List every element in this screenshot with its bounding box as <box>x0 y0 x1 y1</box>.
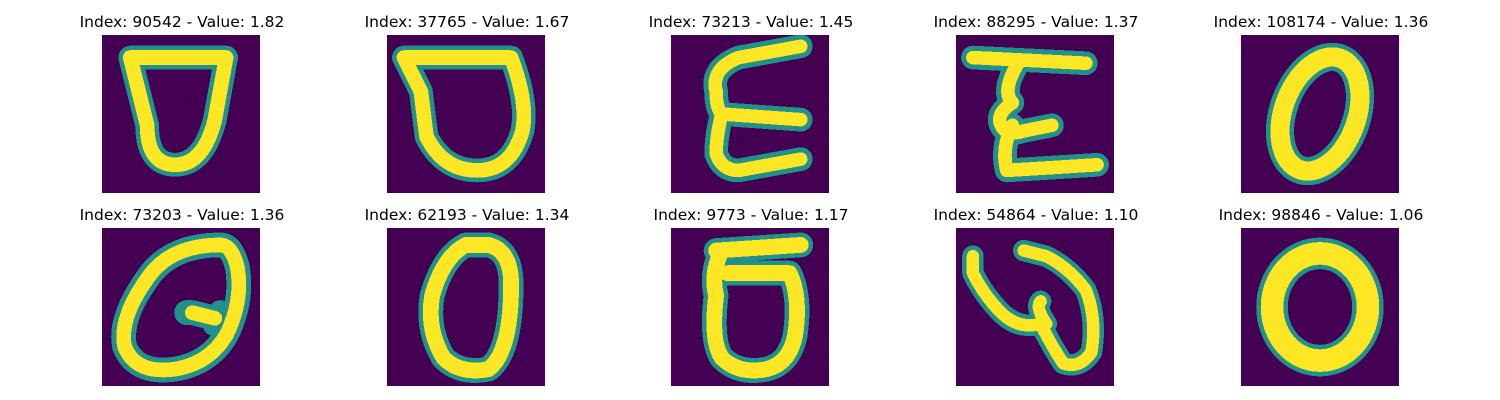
digit-image <box>956 228 1114 386</box>
digit-image <box>102 35 260 193</box>
tile-title: Index: 88295 - Value: 1.37 <box>933 13 1139 31</box>
digit-image <box>387 228 545 386</box>
tile-title: Index: 62193 - Value: 1.34 <box>364 206 570 224</box>
tile-title: Index: 73203 - Value: 1.36 <box>79 206 285 224</box>
tile-title: Index: 90542 - Value: 1.82 <box>79 13 285 31</box>
digit-image <box>956 35 1114 193</box>
digit-image <box>1241 228 1399 386</box>
digit-image <box>102 228 260 386</box>
tile-title: Index: 98846 - Value: 1.06 <box>1218 206 1424 224</box>
tile-title: Index: 73213 - Value: 1.45 <box>648 13 854 31</box>
tile-title: Index: 9773 - Value: 1.17 <box>653 206 849 224</box>
tile-title: Index: 108174 - Value: 1.36 <box>1213 13 1429 31</box>
tile-title: Index: 37765 - Value: 1.67 <box>364 13 570 31</box>
digit-image <box>671 35 829 193</box>
digit-image <box>671 228 829 386</box>
digit-image <box>1241 35 1399 193</box>
tile-title: Index: 54864 - Value: 1.10 <box>933 206 1139 224</box>
digit-image <box>387 35 545 193</box>
